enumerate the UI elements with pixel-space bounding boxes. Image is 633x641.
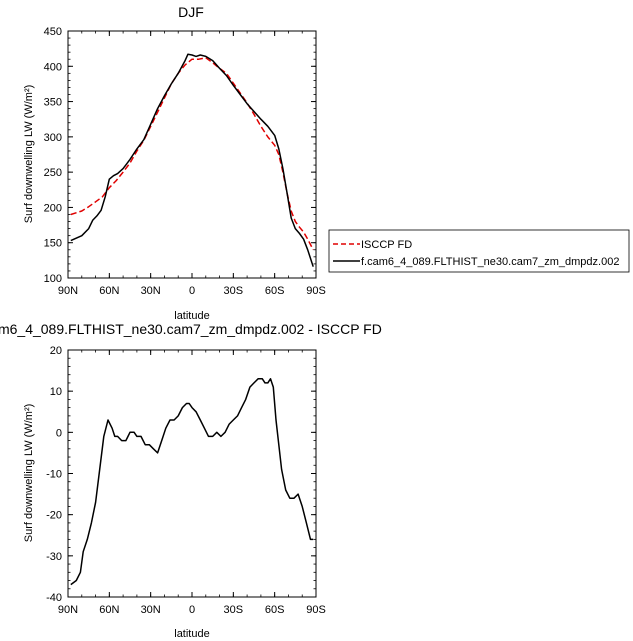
bottom-chart-title: am6_4_089.FLTHIST_ne30.cam7_zm_dmpdz.002… <box>0 321 382 337</box>
top-y-tick-label: 300 <box>44 132 62 144</box>
top-y-axis-label: Surf downwelling LW (W/m²) <box>23 85 35 224</box>
bottom-x-tick-label: 90S <box>306 604 326 616</box>
legend-entry-model: f.cam6_4_089.FLTHIST_ne30.cam7_zm_dmpdz.… <box>361 256 619 268</box>
top-y-tick-label: 400 <box>44 61 62 73</box>
bottom-series-line-0 <box>70 378 314 586</box>
legend-entry-isccp: ISCCP FD <box>361 239 412 251</box>
bottom-x-tick-label: 90N <box>58 604 78 616</box>
bottom-y-tick-label: 10 <box>50 386 62 398</box>
bottom-chart-panel: am6_4_089.FLTHIST_ne30.cam7_zm_dmpdz.002… <box>0 321 382 640</box>
bottom-y-tick-label: -40 <box>46 592 62 604</box>
top-x-tick-label: 90N <box>58 285 78 297</box>
top-x-tick-label: 0 <box>189 285 195 297</box>
legend-box <box>328 229 630 273</box>
bottom-x-tick-label: 30S <box>224 604 244 616</box>
top-plot-frame <box>67 30 317 279</box>
top-y-tick-labels: 100 150 200 250 300 350 400 450 <box>44 26 62 285</box>
top-series-line-0 <box>70 57 314 251</box>
top-chart-series <box>70 53 314 267</box>
top-y-tick-label: 250 <box>44 167 62 179</box>
bottom-chart-ticks <box>67 349 317 598</box>
bottom-x-tick-labels: 90N 60N 30N 0 30S 60S 90S <box>58 604 326 616</box>
top-y-tick-label: 350 <box>44 97 62 109</box>
bottom-plot-frame <box>67 349 317 598</box>
bottom-y-tick-label: -30 <box>46 551 62 563</box>
bottom-y-tick-label: -10 <box>46 469 62 481</box>
bottom-x-tick-label: 60N <box>99 604 119 616</box>
top-x-tick-label: 60S <box>265 285 285 297</box>
bottom-x-tick-label: 60S <box>265 604 285 616</box>
bottom-y-axis-label: Surf downwelling LW (W/m²) <box>23 404 35 543</box>
top-y-tick-label: 150 <box>44 238 62 250</box>
bottom-x-tick-label: 30N <box>141 604 161 616</box>
bottom-x-axis-label: latitude <box>174 628 209 640</box>
top-x-tick-label: 60N <box>99 285 119 297</box>
top-x-tick-labels: 90N 60N 30N 0 30S 60S 90S <box>58 285 326 297</box>
top-y-tick-label: 200 <box>44 202 62 214</box>
top-chart-panel: DJF 100 150 200 250 300 350 400 450 90N 60N 30N 0 3… <box>23 4 326 322</box>
top-x-tick-label: 90S <box>306 285 326 297</box>
top-x-tick-label: 30N <box>141 285 161 297</box>
top-y-tick-label: 450 <box>44 26 62 38</box>
top-chart-title: DJF <box>178 4 204 20</box>
top-series-line-1 <box>70 53 314 267</box>
bottom-y-tick-label: 0 <box>56 427 62 439</box>
top-x-tick-label: 30S <box>224 285 244 297</box>
bottom-y-tick-label: -20 <box>46 510 62 522</box>
top-x-axis-label: latitude <box>174 310 209 322</box>
bottom-x-tick-label: 0 <box>189 604 195 616</box>
bottom-y-tick-labels: -40 -30 -20 -10 0 10 20 <box>46 345 62 604</box>
legend: ISCCP FD f.cam6_4_089.FLTHIST_ne30.cam7_… <box>328 229 630 273</box>
bottom-y-tick-label: 20 <box>50 345 62 357</box>
bottom-chart-series <box>70 378 314 586</box>
top-y-tick-label: 100 <box>44 273 62 285</box>
